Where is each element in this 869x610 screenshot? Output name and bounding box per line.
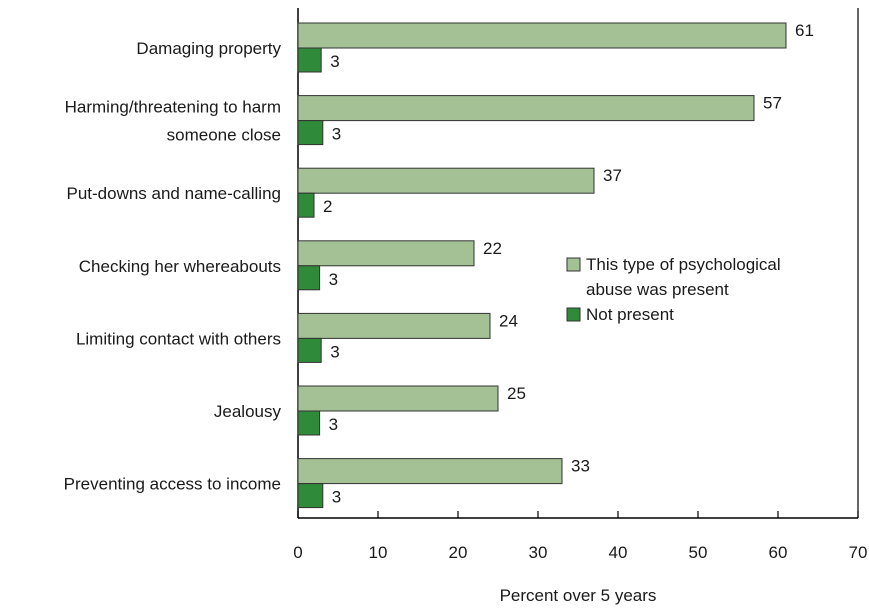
value-label-present: 37 <box>603 166 622 185</box>
legend: This type of psychological abuse was pres… <box>566 255 781 324</box>
bar-present <box>297 458 563 485</box>
bar-not-present <box>297 47 322 73</box>
category-label: Damaging property <box>136 39 281 58</box>
value-label-not-present: 3 <box>329 415 338 434</box>
bar-not-present <box>297 483 324 509</box>
value-label-not-present: 2 <box>323 197 332 216</box>
bar-not-present <box>297 265 321 291</box>
value-label-not-present: 3 <box>329 270 338 289</box>
bar-present <box>297 167 595 194</box>
x-axis-title: Percent over 5 years <box>500 586 657 605</box>
bar-not-present <box>297 120 324 146</box>
bar-present <box>297 312 491 339</box>
x-tick-label: 50 <box>689 543 708 562</box>
x-tick-label: 0 <box>293 543 302 562</box>
bar-present <box>297 22 787 49</box>
bar-not-present <box>297 192 315 218</box>
bar-not-present <box>297 337 322 363</box>
category-label: Limiting contact with others <box>76 329 281 348</box>
category-label: someone close <box>167 126 281 145</box>
legend-label-present: This type of psychological <box>586 255 781 274</box>
value-label-present: 22 <box>483 239 502 258</box>
category-label: Jealousy <box>214 402 282 421</box>
category-label: Harming/threatening to harm <box>65 98 281 117</box>
value-label-not-present: 3 <box>330 342 339 361</box>
value-label-present: 33 <box>571 457 590 476</box>
bar-present <box>297 385 499 412</box>
legend-swatch-present <box>566 257 581 272</box>
legend-label-not-present: Not present <box>586 305 674 324</box>
category-label: Put-downs and name-calling <box>66 184 281 203</box>
legend-label-present: abuse was present <box>586 280 729 299</box>
value-label-present: 61 <box>795 21 814 40</box>
value-label-present: 25 <box>507 384 526 403</box>
category-labels: Damaging property Harming/threatening to … <box>64 39 282 494</box>
x-tick-label: 70 <box>849 543 868 562</box>
value-label-present: 57 <box>763 94 782 113</box>
value-label-not-present: 3 <box>332 488 341 507</box>
bar-present <box>297 240 475 267</box>
x-tick-label: 60 <box>769 543 788 562</box>
bars <box>297 22 787 509</box>
x-tick-label: 10 <box>369 543 388 562</box>
bar-present <box>297 95 755 122</box>
bar-not-present <box>297 410 321 436</box>
x-axis: 0 10 20 30 40 50 60 70 <box>293 511 867 562</box>
value-label-present: 24 <box>499 311 518 330</box>
x-tick-label: 20 <box>449 543 468 562</box>
category-label: Checking her whereabouts <box>79 257 281 276</box>
x-tick-label: 30 <box>529 543 548 562</box>
x-tick-label: 40 <box>609 543 628 562</box>
value-label-not-present: 3 <box>332 125 341 144</box>
value-label-not-present: 3 <box>330 52 339 71</box>
category-label: Preventing access to income <box>64 475 281 494</box>
legend-swatch-not-present <box>566 307 581 322</box>
